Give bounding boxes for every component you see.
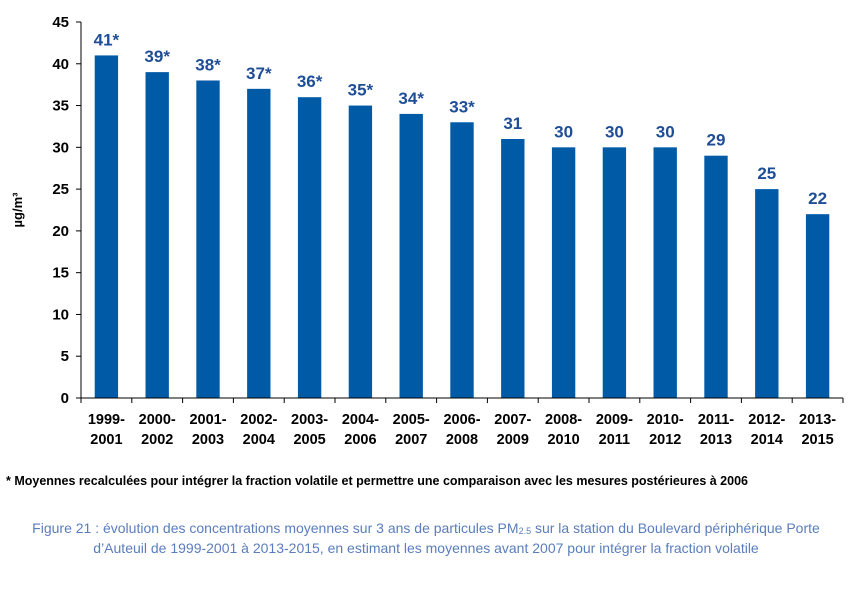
bar — [704, 155, 728, 398]
data-label: 22 — [808, 189, 827, 208]
x-tick-label: 2013 — [700, 432, 732, 448]
x-tick-label: 2001 — [90, 432, 122, 448]
data-label: 31 — [503, 114, 522, 133]
x-tick-label: 2002 — [141, 432, 173, 448]
bar — [399, 113, 423, 399]
x-tick-label: 2012- — [748, 412, 785, 428]
data-label: 33* — [449, 97, 475, 116]
y-axis: 0 5 10 15 20 25 30 35 40 45 — [52, 14, 82, 407]
y-tick-label: 45 — [52, 14, 69, 31]
bar — [348, 105, 373, 399]
bar — [805, 214, 830, 398]
x-tick-label: 2003 — [192, 432, 224, 448]
y-tick-label: 15 — [52, 265, 69, 282]
x-axis: 1999- 2001 2000- 2002 2001- 2003 2002- 2004 2003… — [80, 397, 844, 448]
x-tick-label: 2011- — [698, 412, 734, 428]
bar — [196, 80, 220, 398]
bar — [551, 147, 576, 398]
figure-caption: Figure 21 : évolution des concentrations… — [20, 519, 832, 557]
caption-text-end: sur la station du Boulevard périphérique… — [93, 520, 820, 556]
y-tick-label: 5 — [61, 348, 69, 365]
y-tick-label: 20 — [52, 223, 69, 240]
data-label: 39* — [144, 47, 170, 66]
x-tick-label: 2009- — [596, 412, 633, 428]
data-label: 35* — [348, 81, 374, 100]
y-tick-label: 0 — [61, 390, 69, 407]
data-label: 38* — [195, 55, 221, 74]
x-tick-label: 2005 — [293, 432, 325, 448]
caption-subscript: 2.5 — [518, 526, 532, 536]
bar-chart: µg/m³ 0 5 10 15 20 25 30 35 40 45 41* 39* 38* 37* 36*… — [10, 14, 844, 448]
x-tick-label: 2009 — [497, 432, 529, 448]
bar — [297, 97, 322, 398]
data-label: 29 — [707, 131, 726, 150]
bar — [145, 72, 169, 398]
bar — [450, 122, 474, 399]
bar — [755, 189, 779, 398]
data-label: 30 — [605, 122, 624, 141]
data-label: 25 — [757, 164, 776, 183]
data-label: 36* — [297, 72, 323, 91]
x-tick-label: 2010- — [647, 412, 684, 428]
x-tick-label: 2008- — [545, 412, 582, 428]
bar — [653, 147, 677, 398]
x-tick-label: 2002- — [240, 412, 277, 428]
y-tick-label: 30 — [52, 139, 69, 156]
x-tick-label: 2014 — [751, 432, 783, 448]
bars-group: 41* 39* 38* 37* 36* 35* 34* 33* 31 30 30 30 29 25 22 — [94, 30, 830, 399]
y-axis-label: µg/m³ — [10, 192, 25, 228]
x-tick-label: 2013- — [799, 412, 836, 428]
x-tick-label: 2003- — [291, 412, 328, 428]
data-label: 30 — [656, 122, 675, 141]
footnote: * Moyennes recalculées pour intégrer la … — [6, 474, 748, 488]
bar — [602, 147, 627, 398]
x-tick-label: 2004- — [342, 412, 379, 428]
x-tick-label: 2005- — [393, 412, 430, 428]
x-tick-label: 2010 — [547, 432, 579, 448]
x-tick-label: 2007- — [494, 412, 531, 428]
caption-text-start: Figure 21 : évolution des concentrations… — [32, 520, 519, 536]
bar — [94, 55, 119, 399]
x-tick-label: 2012 — [649, 432, 681, 448]
bar — [247, 88, 271, 398]
y-tick-label: 25 — [52, 181, 69, 198]
data-label: 30 — [554, 122, 573, 141]
y-tick-label: 40 — [52, 56, 69, 73]
bar — [501, 138, 525, 398]
data-label: 34* — [398, 89, 424, 108]
x-tick-label: 2006- — [443, 412, 480, 428]
data-label: 41* — [94, 30, 120, 49]
x-tick-label: 2015 — [801, 432, 833, 448]
x-tick-label: 2006 — [344, 432, 376, 448]
y-tick-label: 10 — [52, 306, 69, 323]
x-tick-label: 2001- — [189, 412, 226, 428]
x-tick-label: 2000- — [139, 412, 176, 428]
x-tick-label: 2007 — [395, 432, 427, 448]
x-tick-label: 2008 — [446, 432, 478, 448]
y-tick-label: 35 — [52, 98, 69, 115]
data-label: 37* — [246, 64, 272, 83]
x-tick-label: 2011 — [599, 432, 630, 448]
x-tick-label: 1999- — [88, 412, 125, 428]
x-tick-label: 2004 — [243, 432, 275, 448]
